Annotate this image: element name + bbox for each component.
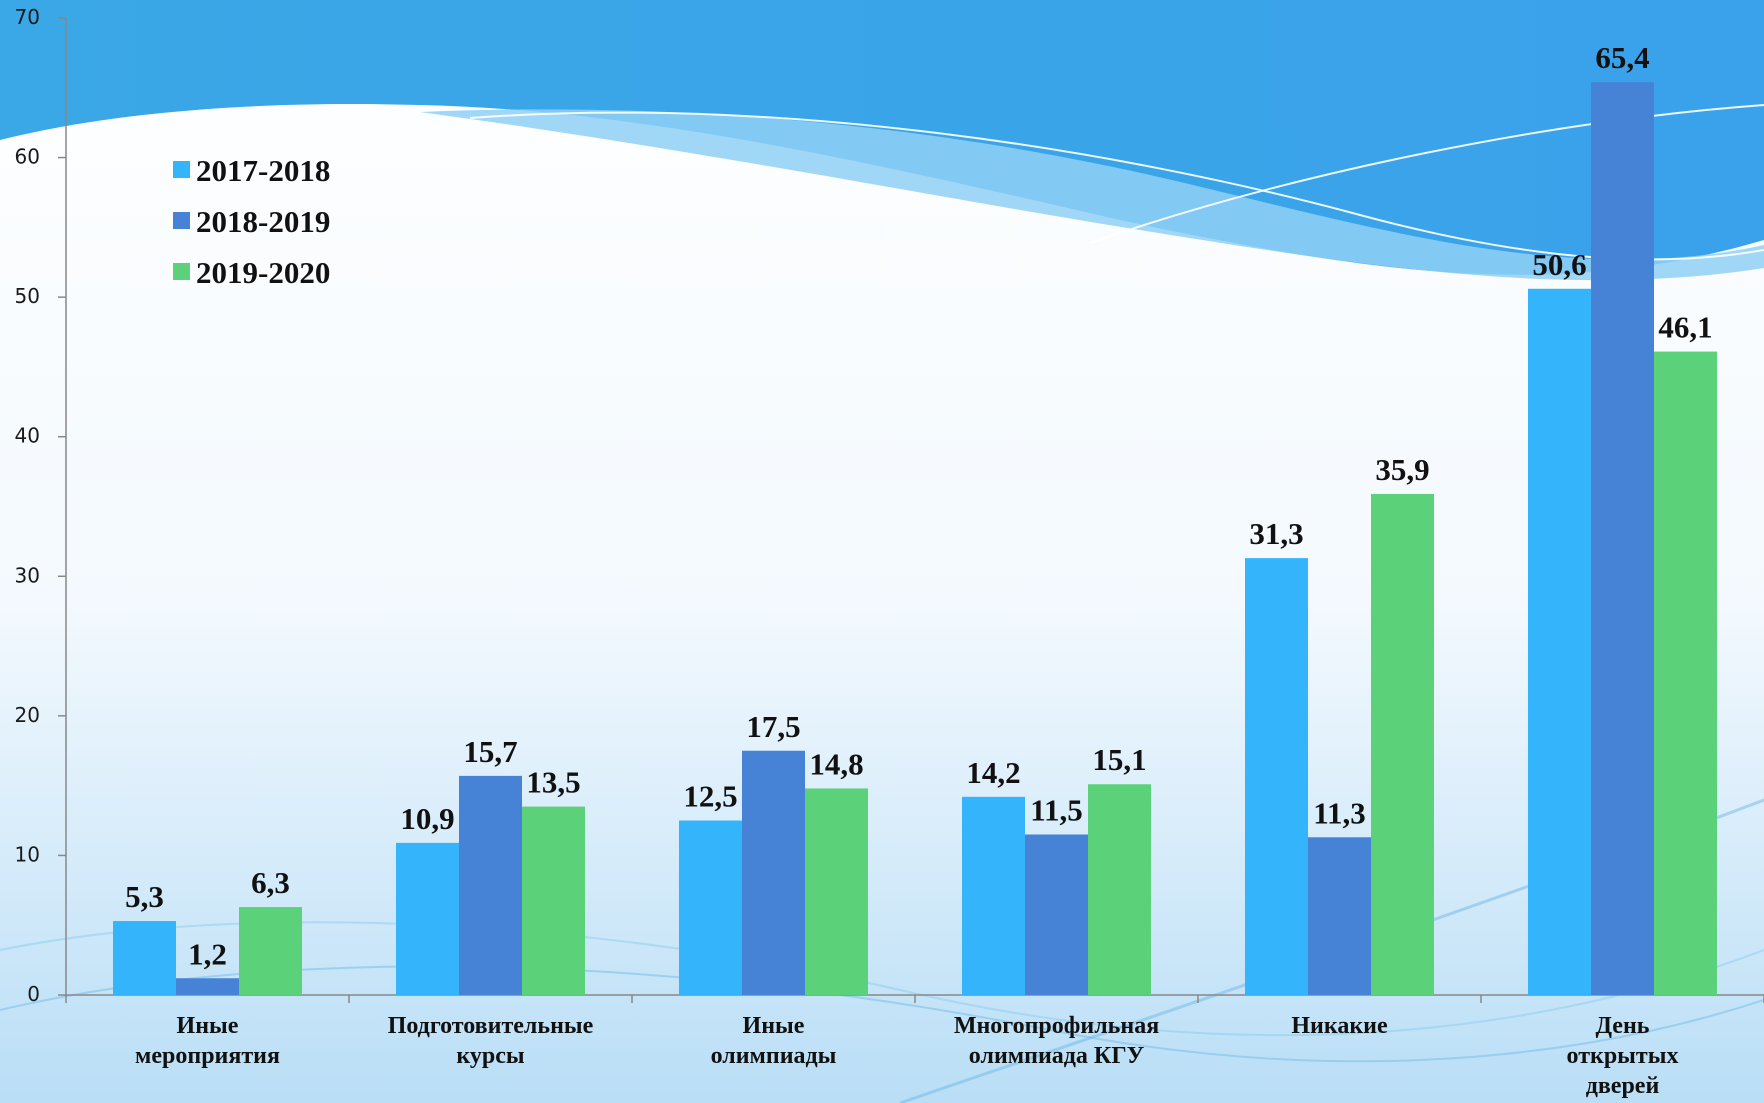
x-tick-label: курсы bbox=[456, 1043, 524, 1069]
y-tick-label: 40 bbox=[15, 424, 40, 448]
data-label: 46,1 bbox=[1658, 310, 1712, 345]
x-tick-label: Иные bbox=[177, 1013, 239, 1039]
data-label: 17,5 bbox=[746, 709, 800, 744]
y-tick-label: 0 bbox=[27, 982, 40, 1006]
data-label: 35,9 bbox=[1375, 452, 1429, 487]
bars bbox=[113, 82, 1717, 996]
bar bbox=[113, 921, 176, 995]
legend-label: 2018-2019 bbox=[196, 204, 330, 239]
x-tick-label: олимпиада КГУ bbox=[969, 1043, 1145, 1069]
y-tick-label: 10 bbox=[15, 842, 40, 866]
legend-label: 2017-2018 bbox=[196, 153, 330, 188]
bar bbox=[1245, 558, 1308, 995]
data-label: 50,6 bbox=[1532, 247, 1586, 282]
data-label: 6,3 bbox=[251, 865, 290, 900]
data-labels: 5,3 1,2 6,3 10,9 15,7 13,5 12,5 17,5 14,8 14,2 11,… bbox=[125, 40, 1713, 971]
y-tick-label: 50 bbox=[15, 284, 40, 308]
data-label: 11,5 bbox=[1030, 792, 1083, 827]
x-tick-label: мероприятия bbox=[135, 1043, 280, 1069]
bar bbox=[176, 978, 239, 995]
bar bbox=[1308, 837, 1371, 995]
bar bbox=[1025, 834, 1088, 995]
x-axis-labels: Иные мероприятия Подготовительные курсы Иные… bbox=[135, 1013, 1678, 1099]
bar bbox=[239, 907, 302, 995]
bar bbox=[522, 806, 585, 995]
data-label: 15,7 bbox=[463, 734, 517, 769]
data-label: 11,3 bbox=[1313, 795, 1366, 830]
data-label: 65,4 bbox=[1595, 40, 1649, 75]
y-tick-label: 60 bbox=[15, 145, 40, 169]
data-label: 31,3 bbox=[1249, 516, 1303, 551]
data-label: 14,2 bbox=[966, 755, 1020, 790]
x-tick-label: День bbox=[1596, 1013, 1650, 1039]
bar bbox=[1654, 351, 1717, 996]
data-label: 15,1 bbox=[1092, 742, 1146, 777]
x-tick-label: дверей bbox=[1586, 1073, 1660, 1099]
data-label: 14,8 bbox=[809, 746, 863, 781]
x-tick-label: Подготовительные bbox=[388, 1013, 594, 1039]
legend-swatch bbox=[173, 161, 190, 178]
data-label: 12,5 bbox=[683, 779, 737, 814]
bar bbox=[1371, 493, 1434, 995]
data-label: 1,2 bbox=[188, 936, 227, 971]
bar bbox=[1528, 288, 1591, 996]
legend-swatch bbox=[173, 263, 190, 280]
bar bbox=[805, 788, 868, 995]
bar bbox=[962, 796, 1025, 995]
y-tick-label: 30 bbox=[15, 563, 40, 587]
data-label: 5,3 bbox=[125, 879, 164, 914]
x-tick-label: Многопрофильная bbox=[954, 1013, 1159, 1039]
x-tick-label: олимпиады bbox=[711, 1043, 837, 1069]
data-label: 10,9 bbox=[400, 801, 454, 836]
bar bbox=[1088, 784, 1151, 995]
x-tick-label: Никакие bbox=[1291, 1013, 1388, 1039]
bar bbox=[396, 842, 459, 995]
bar bbox=[459, 775, 522, 995]
y-tick-label: 70 bbox=[15, 5, 40, 29]
bar bbox=[679, 820, 742, 995]
legend: 2017-2018 2018-2019 2019-2020 bbox=[173, 153, 330, 290]
bar bbox=[1591, 82, 1654, 995]
data-label: 13,5 bbox=[526, 765, 580, 800]
x-tick-label: Иные bbox=[743, 1013, 805, 1039]
axes: 0 10 20 30 40 50 60 70 bbox=[15, 5, 1764, 1006]
legend-label: 2019-2020 bbox=[196, 255, 330, 290]
legend-swatch bbox=[173, 212, 190, 229]
x-tick-label: открытых bbox=[1567, 1043, 1679, 1069]
bar bbox=[742, 750, 805, 995]
y-tick-label: 20 bbox=[15, 703, 40, 727]
